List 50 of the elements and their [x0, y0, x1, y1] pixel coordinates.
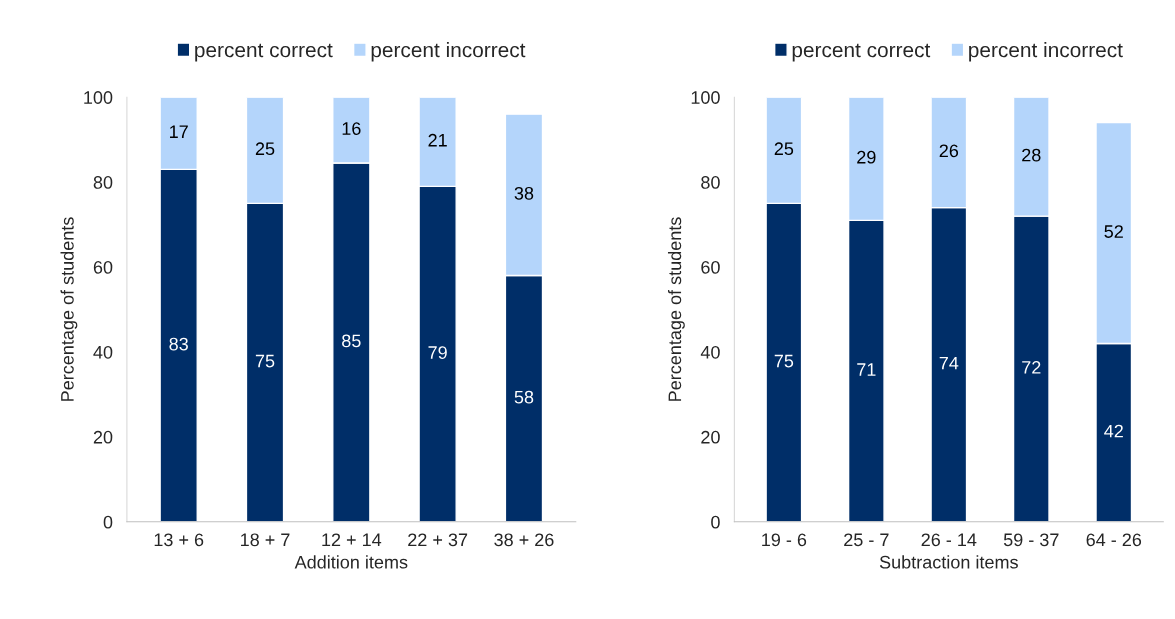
y-tick-label: 60	[701, 260, 720, 274]
x-tick-label: 64 - 26	[1086, 533, 1142, 547]
data-label: 85	[342, 334, 361, 348]
y-tick-label: 40	[700, 345, 720, 359]
y-tick-label: 80	[701, 176, 720, 189]
y-axis-title: Percentage of students	[667, 217, 685, 401]
y-tick-label: 0	[103, 515, 113, 529]
data-label: 25	[255, 142, 275, 156]
data-label: 28	[1022, 148, 1041, 162]
data-label: 25	[774, 142, 794, 156]
data-label: 74	[939, 356, 959, 370]
data-label: 16	[342, 122, 361, 135]
data-label: 72	[1022, 361, 1041, 374]
data-label: 29	[857, 150, 876, 164]
x-tick-label: 18 + 7	[241, 533, 290, 547]
x-axis-title: Subtraction items	[879, 555, 1018, 569]
y-tick-label: 100	[691, 91, 720, 104]
x-tick-label: 38 + 26	[494, 533, 554, 547]
y-tick-label: 20	[93, 430, 113, 444]
data-label: 42	[1104, 424, 1123, 438]
y-tick-label: 80	[93, 176, 113, 189]
data-label: 71	[857, 363, 876, 376]
x-tick-label: 22 + 37	[408, 533, 468, 547]
y-tick-label: 40	[93, 345, 113, 359]
y-axis-title: Percentage of students	[60, 217, 78, 401]
data-label: 17	[170, 125, 188, 138]
data-label: 21	[428, 133, 447, 147]
y-tick-label: 0	[711, 515, 720, 529]
legend-label: percent correct	[792, 43, 931, 62]
data-label: 26	[939, 144, 959, 158]
x-tick-label: 26 - 14	[921, 533, 977, 547]
y-tick-label: 20	[701, 430, 720, 444]
data-label: 79	[428, 346, 447, 359]
data-label: 38	[514, 186, 534, 200]
x-tick-label: 12 + 14	[322, 533, 382, 547]
y-tick-label: 60	[93, 260, 113, 274]
x-tick-label: 59 - 37	[1003, 533, 1059, 547]
data-label: 75	[255, 354, 275, 368]
x-tick-label: 13 + 6	[154, 533, 204, 547]
x-tick-label: 25 - 7	[844, 533, 889, 547]
x-tick-label: 19 - 6	[762, 533, 807, 547]
x-axis-title: Addition items	[294, 555, 408, 569]
legend-label: percent incorrect	[371, 42, 526, 62]
legend-label: percent incorrect	[969, 42, 1123, 62]
data-label: 52	[1104, 225, 1123, 238]
data-label: 75	[774, 354, 794, 368]
y-tick-label: 100	[84, 91, 113, 104]
data-label: 83	[169, 337, 188, 351]
data-label: 58	[514, 390, 534, 404]
legend-label: percent correct	[195, 43, 333, 62]
